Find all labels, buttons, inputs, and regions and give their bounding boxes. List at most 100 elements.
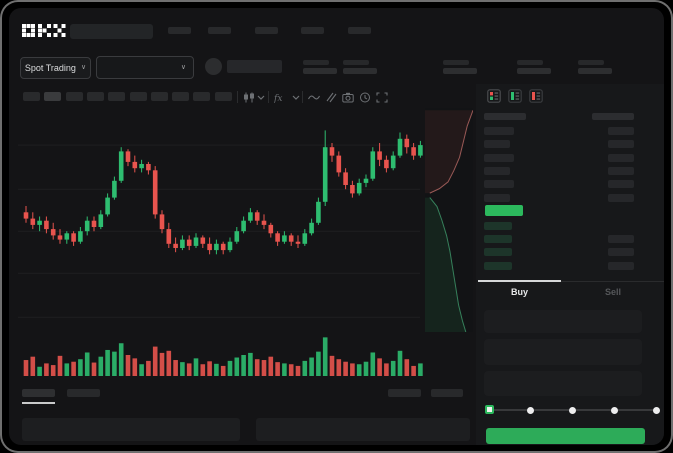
stat-label-placeholder bbox=[578, 60, 604, 65]
history-clock-icon[interactable] bbox=[359, 92, 371, 103]
timeframe-button[interactable] bbox=[214, 92, 232, 101]
slider-stop[interactable] bbox=[610, 406, 618, 414]
slider-stop[interactable] bbox=[652, 406, 660, 414]
nav-item-placeholder[interactable] bbox=[208, 27, 231, 34]
ask-row-amount[interactable] bbox=[608, 180, 634, 189]
ask-row-price[interactable] bbox=[484, 140, 510, 149]
stat-label-placeholder bbox=[517, 60, 543, 65]
chevron-down-icon[interactable] bbox=[257, 92, 265, 103]
book-col-header-amount bbox=[592, 113, 634, 120]
active-tab-underline bbox=[478, 280, 561, 282]
timeframe-button[interactable] bbox=[129, 92, 147, 101]
stat-value-placeholder bbox=[517, 68, 551, 74]
bid-row-price[interactable] bbox=[484, 248, 512, 257]
bid-row-amount[interactable] bbox=[608, 248, 634, 257]
bottom-active-tab-underline bbox=[22, 402, 55, 404]
compare-lines-icon[interactable] bbox=[325, 92, 337, 103]
order-amount-field[interactable] bbox=[484, 339, 642, 365]
stat-label-placeholder bbox=[443, 60, 469, 65]
bid-row-price[interactable] bbox=[484, 235, 512, 244]
depth-chart[interactable] bbox=[425, 108, 473, 332]
ask-row-amount[interactable] bbox=[608, 166, 634, 175]
market-type-dropdown[interactable]: Spot Trading ∨ bbox=[20, 57, 91, 79]
bid-row-price[interactable] bbox=[484, 261, 512, 270]
slider-handle[interactable] bbox=[484, 405, 494, 414]
nav-item-placeholder[interactable] bbox=[255, 27, 278, 34]
market-stat bbox=[443, 60, 479, 76]
okx-logo[interactable] bbox=[22, 24, 66, 38]
bottom-control-1[interactable] bbox=[388, 389, 421, 397]
combined-book-icon[interactable] bbox=[487, 89, 501, 103]
volume-bars bbox=[23, 337, 423, 376]
tab-buy[interactable]: Buy bbox=[510, 287, 528, 297]
timeframe-button[interactable] bbox=[65, 92, 83, 101]
stat-label-placeholder bbox=[343, 60, 369, 65]
orders-empty-card bbox=[22, 418, 240, 441]
market-type-label: Spot Trading bbox=[24, 63, 76, 73]
tab-sell[interactable]: Sell bbox=[604, 287, 621, 297]
tab-divider bbox=[478, 281, 664, 282]
market-stat bbox=[578, 60, 614, 76]
bids-book-icon[interactable] bbox=[508, 89, 522, 103]
asks-book-icon[interactable] bbox=[529, 89, 543, 103]
bid-row-amount[interactable] bbox=[608, 235, 634, 244]
bid-row-amount[interactable] bbox=[608, 261, 634, 270]
ask-row-amount[interactable] bbox=[608, 140, 634, 149]
timeframe-button[interactable] bbox=[108, 92, 126, 101]
stat-value-placeholder bbox=[343, 68, 377, 74]
candlestick-series bbox=[23, 130, 423, 255]
market-stat bbox=[303, 60, 339, 76]
positions-empty-card bbox=[256, 418, 470, 441]
chevron-down-icon: ∨ bbox=[80, 64, 87, 71]
timeframe-button[interactable] bbox=[44, 92, 62, 101]
token-name-placeholder bbox=[227, 60, 282, 73]
slider-stop[interactable] bbox=[569, 406, 576, 414]
timeframe-button[interactable] bbox=[193, 92, 211, 101]
order-total-field[interactable] bbox=[484, 371, 642, 396]
book-col-header-price bbox=[484, 113, 526, 120]
stat-label-placeholder bbox=[303, 60, 329, 65]
bottom-tab-orders[interactable] bbox=[22, 389, 55, 397]
fullscreen-icon[interactable] bbox=[376, 92, 388, 103]
bid-row-price[interactable] bbox=[484, 222, 512, 230]
pair-select-dropdown[interactable]: ∨ bbox=[96, 56, 194, 79]
order-price-field[interactable] bbox=[484, 310, 642, 333]
timeframe-button[interactable] bbox=[172, 92, 190, 101]
slider-stop[interactable] bbox=[527, 406, 535, 414]
market-stat bbox=[343, 60, 379, 76]
mid-price-bar[interactable] bbox=[485, 205, 523, 216]
ask-row-price[interactable] bbox=[484, 193, 510, 202]
ask-row-price[interactable] bbox=[484, 166, 510, 175]
pair-title-placeholder bbox=[70, 24, 153, 39]
nav-item-placeholder[interactable] bbox=[301, 27, 324, 34]
ask-row-amount[interactable] bbox=[608, 153, 634, 162]
buy-submit-button[interactable] bbox=[486, 428, 645, 444]
app-window: Spot Trading ∨ ∨ fx bbox=[9, 8, 664, 445]
timeframe-button[interactable] bbox=[23, 92, 40, 101]
market-stat bbox=[517, 60, 553, 76]
token-avatar bbox=[205, 58, 222, 75]
stat-value-placeholder bbox=[303, 68, 337, 74]
price-chart[interactable] bbox=[16, 114, 426, 376]
timeframe-button[interactable] bbox=[150, 92, 168, 101]
timeframe-button[interactable] bbox=[86, 92, 104, 101]
bottom-control-2[interactable] bbox=[431, 389, 463, 397]
chart-type-icon[interactable] bbox=[243, 92, 255, 103]
indicator-icon[interactable]: fx bbox=[274, 92, 288, 103]
camera-icon[interactable] bbox=[342, 92, 354, 103]
ask-row-price[interactable] bbox=[484, 127, 514, 135]
ask-row-price[interactable] bbox=[484, 153, 514, 162]
stat-value-placeholder bbox=[443, 68, 477, 74]
nav-item-placeholder[interactable] bbox=[348, 27, 371, 34]
wave-tool-icon[interactable] bbox=[308, 92, 320, 103]
ask-row-amount[interactable] bbox=[608, 127, 634, 135]
nav-item-placeholder[interactable] bbox=[168, 27, 191, 34]
ask-row-price[interactable] bbox=[484, 180, 514, 189]
ask-row-amount[interactable] bbox=[608, 193, 634, 202]
bottom-tab-history[interactable] bbox=[67, 389, 100, 397]
chevron-down-icon: ∨ bbox=[180, 63, 186, 71]
chevron-down-icon[interactable] bbox=[292, 92, 300, 103]
stat-value-placeholder bbox=[578, 68, 612, 74]
svg-text:fx: fx bbox=[274, 94, 282, 103]
